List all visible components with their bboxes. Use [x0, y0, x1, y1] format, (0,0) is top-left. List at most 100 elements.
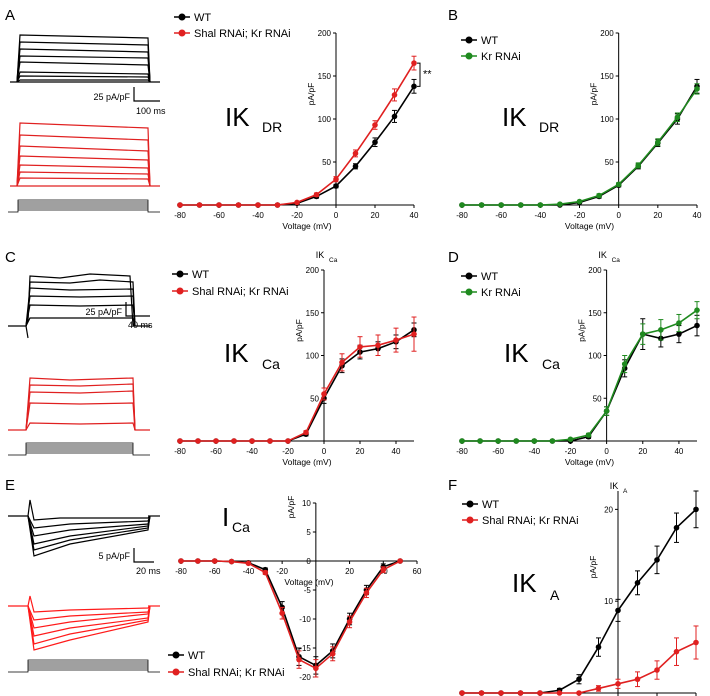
- chart-c: -80 -60 -40 -20 0 20 40 50 100 150 200 Voltage (mV)…: [174, 250, 417, 467]
- data-point: [391, 113, 398, 120]
- data-point: [372, 122, 378, 128]
- current-label-e-sub: Ca: [232, 519, 250, 535]
- wt-traces-a: [10, 34, 160, 83]
- data-point: [517, 202, 524, 208]
- y-axis-label: pA/pF: [286, 496, 296, 519]
- data-point: [274, 202, 281, 208]
- series-line: [180, 333, 415, 442]
- data-point: [235, 202, 242, 208]
- x-tick-label: 40: [674, 447, 683, 456]
- data-point: [595, 685, 602, 692]
- data-point: [211, 558, 218, 564]
- data-point: [596, 192, 602, 199]
- current-label-d-sub: Ca: [542, 356, 560, 372]
- data-point: [411, 60, 417, 66]
- x-tick-label: -60: [210, 447, 222, 456]
- x-tick-label: 0: [334, 211, 339, 220]
- legend-c-wt: WT: [192, 269, 209, 281]
- data-point: [333, 183, 339, 189]
- x-tick-label: -20: [276, 567, 288, 576]
- y-tick-label: 100: [588, 352, 602, 361]
- series-line: [462, 324, 698, 442]
- data-point: [495, 438, 501, 444]
- current-label-e-main: I: [222, 502, 229, 532]
- y-tick-label: 200: [588, 266, 602, 275]
- x-tick-label: -40: [252, 211, 264, 220]
- current-label-a-sub: DR: [262, 119, 282, 135]
- y-tick-label: 200: [318, 29, 332, 38]
- data-point: [245, 560, 252, 567]
- legend-f-shal: Shal RNAi; Kr RNAi: [482, 515, 579, 527]
- x-tick-label: -40: [243, 567, 255, 576]
- y-tick-label: 100: [306, 352, 320, 361]
- current-label-c: IK Ca: [224, 338, 280, 372]
- current-label-c-main: IK: [224, 338, 249, 368]
- data-point: [228, 558, 235, 565]
- x-tick-label: -40: [529, 447, 541, 456]
- data-point: [329, 651, 336, 657]
- scale-label-x-c: 40 ms: [128, 320, 153, 330]
- y-axis-label: pA/pF: [294, 319, 304, 342]
- data-point: [249, 438, 255, 444]
- data-point: [294, 199, 300, 206]
- scale-label-y-a: 25 pA/pF: [93, 92, 130, 102]
- y-tick-label: 150: [588, 309, 602, 318]
- x-tick-label: -60: [213, 211, 225, 220]
- data-point: [313, 665, 319, 672]
- legend-d: WT Kr RNAi: [461, 271, 521, 299]
- data-point: [411, 83, 417, 90]
- y-tick-label: 50: [310, 394, 319, 403]
- x-tick-label: -40: [535, 211, 547, 220]
- data-point: [634, 676, 641, 683]
- x-tick-label: -80: [174, 211, 186, 220]
- x-tick-label: 20: [638, 447, 647, 456]
- legend-c-shal: Shal RNAi; Kr RNAi: [192, 286, 289, 298]
- data-point: [557, 201, 563, 207]
- x-axis-label: Voltage (mV): [284, 577, 333, 587]
- y-tick-label: 50: [322, 158, 331, 167]
- x-tick-label: -80: [174, 447, 186, 456]
- current-label-e: I Ca: [222, 502, 250, 535]
- y-tick-label: 0: [306, 557, 311, 566]
- voltage-protocol-e: [8, 659, 160, 673]
- panel-letter-e: E: [5, 477, 15, 494]
- y-axis-label: pA/pF: [306, 83, 316, 106]
- data-point: [595, 644, 602, 650]
- data-point: [357, 344, 363, 350]
- data-point: [576, 198, 583, 205]
- scale-label-x-a: 100 ms: [136, 106, 166, 116]
- data-point: [517, 690, 524, 696]
- y-tick-label: -5: [304, 586, 312, 595]
- data-point: [285, 438, 291, 444]
- data-point: [459, 202, 465, 208]
- data-point: [380, 566, 387, 573]
- data-point: [585, 432, 592, 438]
- significance-label: **: [423, 69, 432, 81]
- traces-a: 25 pA/pF 100 ms: [8, 34, 166, 213]
- data-point: [603, 408, 610, 414]
- data-point: [459, 438, 465, 444]
- data-point: [634, 580, 641, 586]
- current-label-f-sub: A: [550, 587, 560, 603]
- data-point: [393, 337, 399, 343]
- y-axis-label: pA/pF: [577, 319, 587, 342]
- x-tick-label: 20: [356, 447, 365, 456]
- y-tick-label: -20: [299, 673, 311, 682]
- data-point: [673, 524, 680, 531]
- scale-bar-c: 25 pA/pF 40 ms: [85, 302, 153, 330]
- data-point: [654, 557, 660, 563]
- data-point: [621, 361, 628, 367]
- panel-letter-c: C: [5, 249, 16, 266]
- traces-e: 5 pA/pF 20 ms: [8, 499, 161, 673]
- legend-a-shal: Shal RNAi; Kr RNAi: [194, 28, 291, 40]
- voltage-protocol-a: [8, 199, 160, 213]
- y-tick-label: 150: [600, 72, 614, 81]
- y-axis-label: pA/pF: [588, 556, 598, 579]
- shal-traces-a: [10, 122, 160, 187]
- shal-traces-c: [8, 377, 150, 431]
- data-point: [673, 648, 680, 655]
- data-point: [267, 438, 273, 444]
- wt-traces-c: [8, 273, 150, 339]
- data-point: [615, 607, 621, 614]
